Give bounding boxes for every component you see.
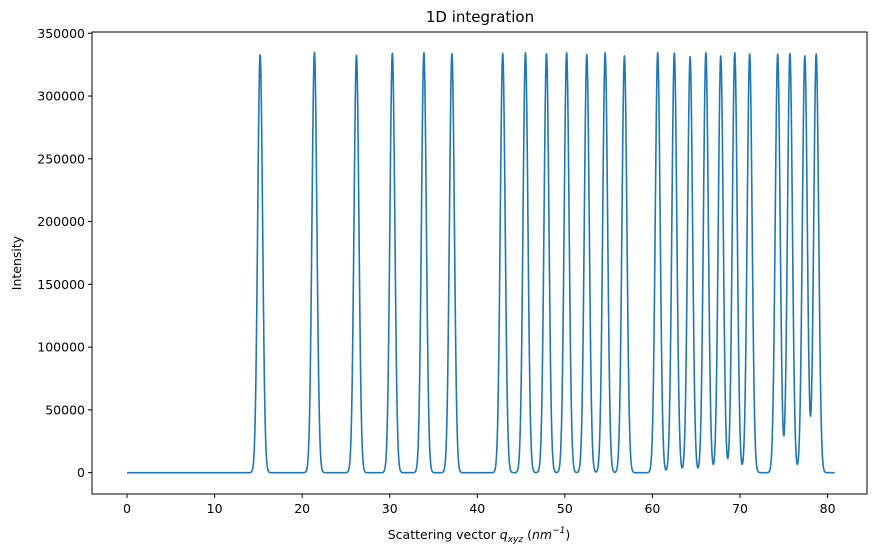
- chart-title: 1D integration: [426, 8, 534, 26]
- y-tick-label: 200000: [37, 214, 85, 229]
- x-tick-label: 20: [294, 501, 310, 516]
- x-tick-label: 30: [382, 501, 398, 516]
- y-tick-label: 350000: [37, 26, 85, 41]
- y-axis-label: Intensity: [9, 235, 24, 290]
- y-tick-label: 250000: [37, 151, 85, 166]
- x-tick-label: 50: [557, 501, 573, 516]
- x-tick-label: 80: [820, 501, 836, 516]
- plot-area: [126, 51, 836, 474]
- intensity-line: [126, 51, 836, 474]
- y-tick-label: 0: [77, 465, 85, 480]
- y-tick-label: 100000: [37, 340, 85, 355]
- y-tick-label: 150000: [37, 277, 85, 292]
- x-axis-label: Scattering vector qxyz (nm−1): [388, 526, 571, 545]
- axes-frame: [91, 31, 868, 495]
- x-axis: 0 10 20 30 40 50 60 70 80: [123, 494, 836, 516]
- x-tick-label: 40: [469, 501, 485, 516]
- y-axis: 0 50000 100000 150000 200000 250000 300000 3500…: [37, 26, 92, 480]
- x-tick-label: 70: [732, 501, 748, 516]
- x-tick-label: 60: [644, 501, 660, 516]
- x-tick-label: 0: [123, 501, 131, 516]
- y-tick-label: 50000: [45, 402, 85, 417]
- x-tick-label: 10: [207, 501, 223, 516]
- y-tick-label: 300000: [37, 89, 85, 104]
